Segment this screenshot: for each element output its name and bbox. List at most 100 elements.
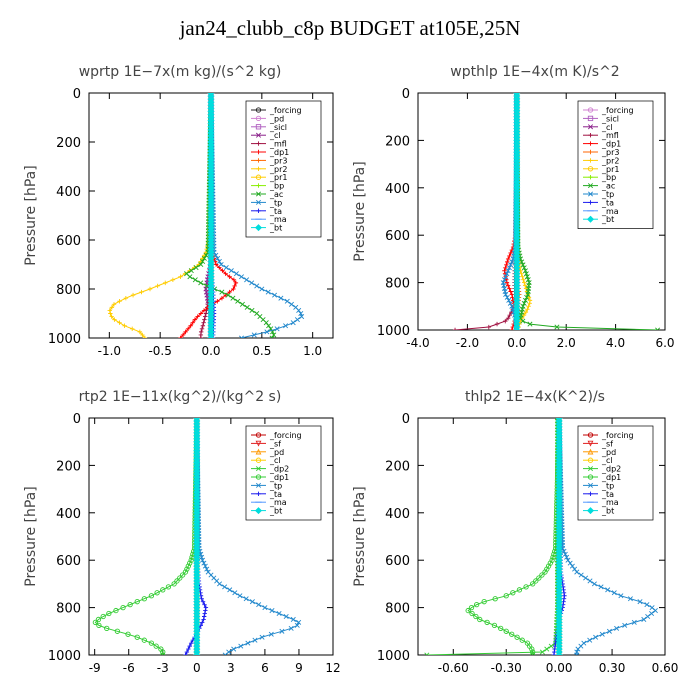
data-point [193, 265, 199, 271]
legend-box [245, 425, 322, 521]
data-point [587, 191, 594, 197]
data-point [503, 291, 509, 297]
data-point [586, 507, 595, 515]
data-point [484, 619, 490, 626]
data-point [141, 637, 147, 643]
data-point [256, 602, 262, 608]
data-point [536, 575, 542, 581]
data-point [521, 300, 527, 306]
data-point [215, 255, 221, 261]
legend-label: _ac [269, 190, 283, 199]
data-point [503, 593, 509, 599]
y-axis-label: Pressure [hPa] [23, 486, 39, 586]
x-tick-label: 4.0 [606, 336, 625, 350]
data-point [486, 324, 492, 330]
data-point [271, 332, 277, 338]
data-point [278, 295, 284, 301]
data-point [507, 300, 513, 306]
y-axis-label: Pressure [hPa] [352, 161, 368, 261]
data-point [255, 107, 262, 113]
data-point [230, 295, 236, 301]
y-tick-label: 0 [402, 87, 410, 102]
x-tick-label: -0.30 [491, 661, 522, 675]
legend-label: _pd [269, 114, 284, 123]
data-point [588, 491, 593, 496]
data-point [255, 440, 262, 447]
data-point [122, 323, 127, 328]
data-point [530, 649, 536, 655]
data-point [109, 305, 115, 310]
data-point [519, 637, 525, 643]
data-point [92, 619, 99, 626]
data-point [587, 115, 594, 122]
data-point [243, 596, 249, 602]
y-tick-label: 600 [56, 554, 81, 569]
data-point [264, 329, 270, 335]
data-point [481, 599, 487, 605]
data-point [637, 599, 643, 605]
data-point [290, 616, 296, 622]
data-point [202, 317, 207, 322]
x-tick-label: -6 [123, 661, 135, 675]
data-point [588, 175, 593, 180]
data-point [255, 432, 262, 438]
legend-label: _pr2 [601, 156, 619, 165]
data-point [506, 297, 512, 303]
data-point [256, 149, 261, 155]
data-point [244, 277, 250, 283]
data-point [279, 628, 285, 634]
legend: _forcing_sicl_cl_mfl_dp1_pr3_pr2_pr1_bp_… [577, 100, 654, 229]
data-point [509, 259, 515, 265]
data-point [198, 261, 204, 268]
x-tick-label: 2.0 [557, 336, 576, 350]
legend-label: _sf [269, 439, 281, 448]
panel-title: thlp2 1E−4x(K^2)/s [465, 389, 605, 405]
legend-box [577, 425, 654, 521]
y-tick-label: 800 [385, 602, 410, 617]
data-point [227, 274, 232, 279]
data-point [506, 265, 512, 271]
data-point [587, 432, 594, 438]
data-point [201, 320, 206, 325]
legend-label: _bt [601, 507, 614, 516]
data-point [96, 622, 102, 629]
data-point [141, 596, 147, 602]
data-point [254, 507, 263, 515]
legend-label: _sicl [269, 123, 287, 132]
legend-label: _pd [601, 448, 616, 457]
data-point [477, 616, 483, 623]
data-point [527, 301, 532, 306]
data-point [219, 289, 225, 295]
data-point [649, 611, 655, 617]
data-point [255, 466, 262, 472]
data-point [622, 622, 628, 628]
data-point [163, 280, 168, 286]
data-point [587, 166, 594, 172]
data-point [526, 304, 531, 309]
data-point [183, 652, 188, 655]
data-point [255, 457, 262, 463]
x-tick-label: 0.30 [599, 661, 626, 675]
data-point [299, 314, 305, 320]
series-dp1 [465, 418, 562, 655]
data-point [238, 643, 244, 649]
data-point [255, 199, 262, 205]
data-point [263, 320, 269, 326]
data-point [575, 646, 581, 652]
data-point [525, 291, 531, 297]
data-point [192, 277, 198, 283]
data-point [232, 283, 237, 289]
data-point [201, 560, 207, 566]
legend-label: _tp [269, 198, 282, 207]
data-point [201, 308, 207, 313]
data-point [605, 587, 611, 593]
data-point [160, 587, 166, 593]
data-point [522, 280, 527, 285]
data-point [188, 640, 194, 646]
series-group [107, 93, 305, 338]
legend-label: _ma [601, 498, 619, 507]
plot-frame [417, 92, 666, 331]
data-point [192, 317, 198, 322]
data-point [183, 329, 188, 335]
